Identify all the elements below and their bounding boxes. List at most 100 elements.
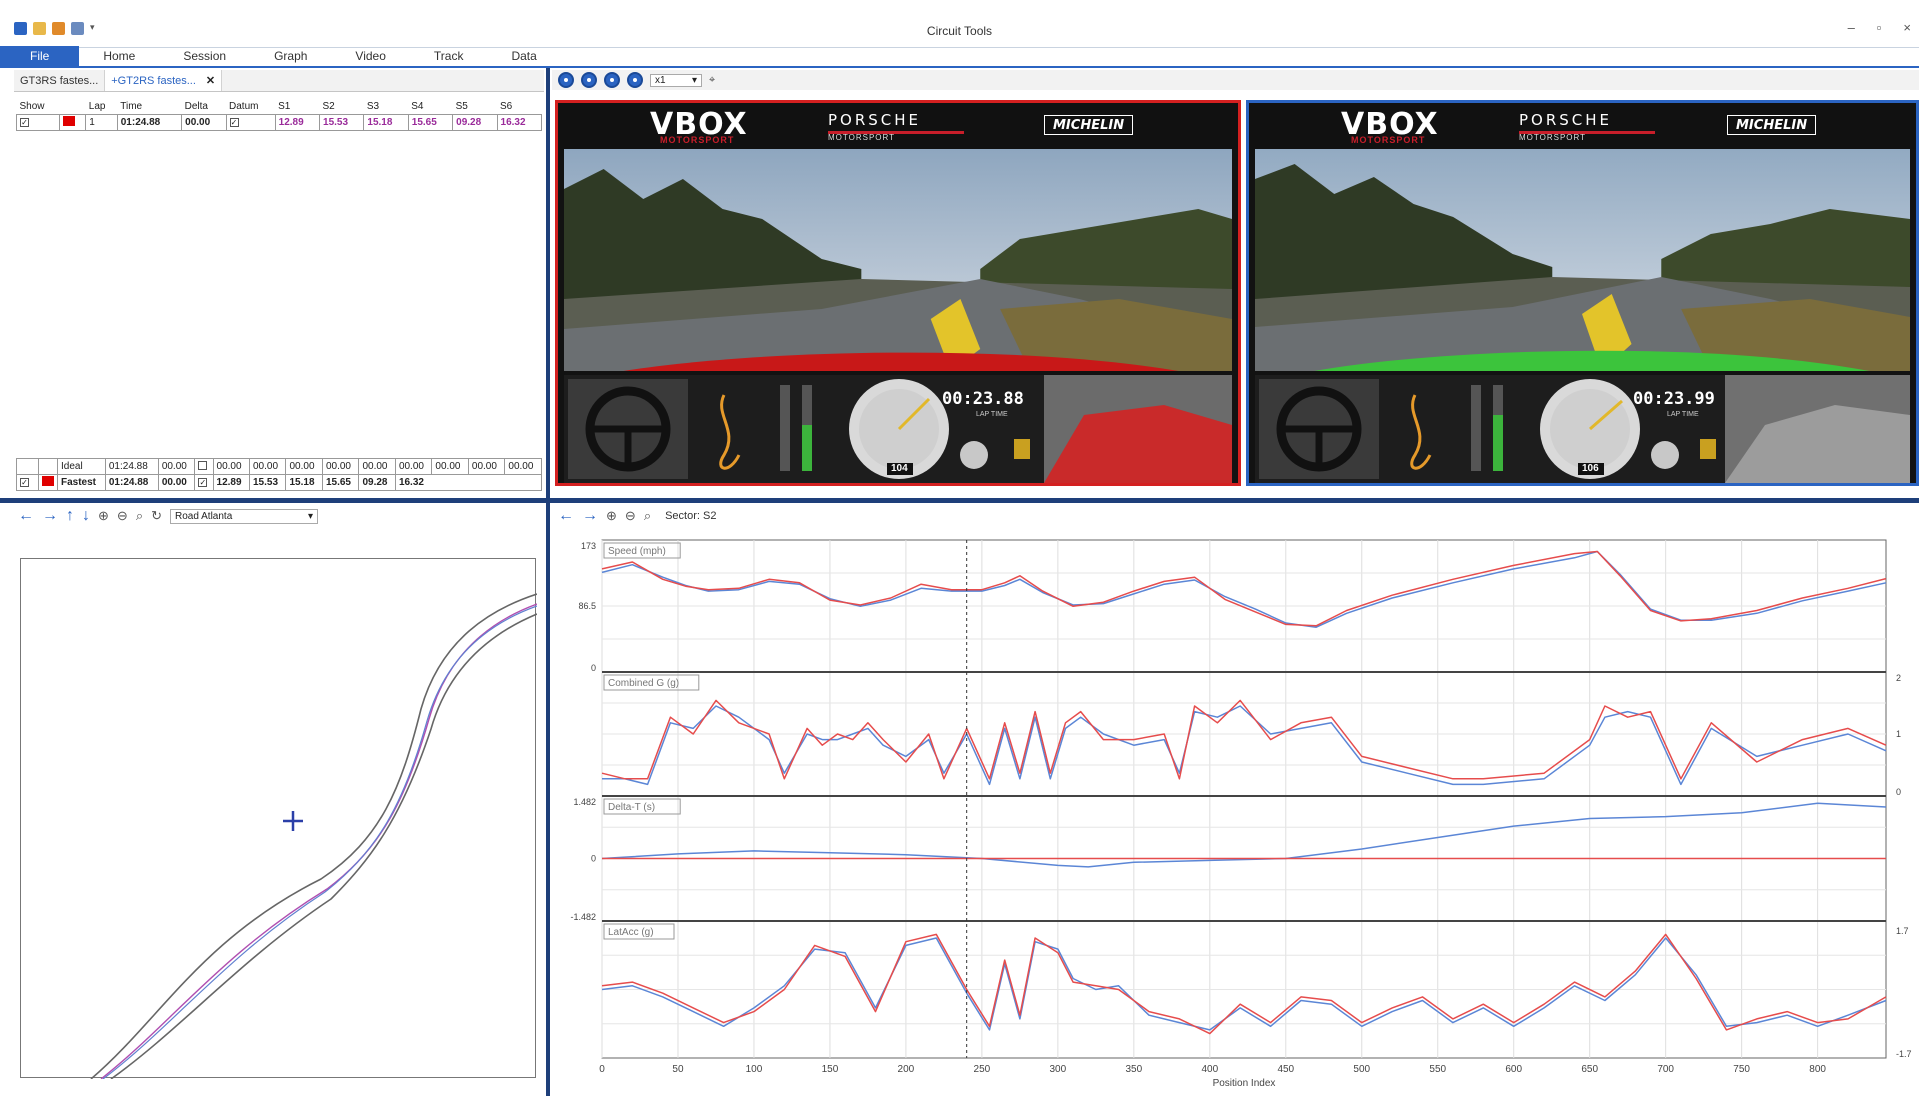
rewind-button[interactable]: [581, 72, 597, 88]
col-lap[interactable]: Lap: [88, 101, 106, 113]
s1-cell: 12.89: [212, 474, 251, 491]
window-controls: – ▫ ×: [1848, 20, 1911, 35]
y-tick-label: 0: [591, 854, 596, 864]
track-edge-inner: [110, 613, 538, 1080]
datum-checkbox[interactable]: ✓: [229, 117, 239, 127]
zoom-out-icon[interactable]: ⊖: [116, 508, 128, 523]
playback-speed-select[interactable]: x1 ▾: [650, 73, 702, 87]
close-button[interactable]: ×: [1903, 20, 1911, 35]
table-row[interactable]: ✓ 1 01:24.88 00.00 ✓ 12.89 15.53 15.18 1…: [16, 113, 543, 131]
pan-down-icon[interactable]: ↓: [82, 507, 90, 524]
pan-up-icon[interactable]: ↑: [66, 507, 74, 524]
x-tick-label: 0: [599, 1064, 605, 1075]
s4-cell: 15.65: [321, 474, 360, 491]
lap-color-swatch[interactable]: [62, 115, 75, 126]
col-s2[interactable]: S2: [322, 101, 335, 113]
x-tick-label: 700: [1657, 1064, 1674, 1075]
color-cell: [58, 113, 87, 131]
s5-cell: 09.28: [452, 113, 498, 131]
col-s5[interactable]: S5: [455, 101, 468, 113]
telemetry-gauges: [1259, 371, 1916, 483]
vbox-logo-sub: MOTORSPORT: [1351, 135, 1426, 145]
cursor-tool-icon[interactable]: ⌖: [709, 73, 716, 86]
s8-cell: 00.00: [467, 458, 506, 475]
col-delta[interactable]: Delta: [184, 101, 208, 113]
reset-view-icon[interactable]: ↻: [151, 508, 162, 523]
zoom-fit-icon[interactable]: ⌕: [643, 508, 652, 523]
window-title: Circuit Tools: [926, 24, 993, 38]
restore-button[interactable]: ▫: [1876, 20, 1882, 35]
tab-track[interactable]: Track: [433, 49, 464, 63]
vbox-logo: VBOX: [650, 107, 748, 142]
qat-dropdown-icon[interactable]: ▾: [90, 22, 95, 32]
pan-left-icon[interactable]: ←: [18, 507, 34, 524]
datum-checkbox[interactable]: [198, 460, 208, 470]
porsche-underline: [828, 131, 964, 134]
tab-home[interactable]: Home: [103, 49, 136, 63]
forward-button[interactable]: [627, 72, 643, 88]
app-icon[interactable]: [14, 22, 27, 35]
s6-cell: 16.32: [496, 113, 543, 131]
lap-cell: Ideal: [57, 458, 106, 475]
session-tab-gt2rs[interactable]: +GT2RS fastes... ✕: [105, 70, 223, 91]
s4-cell: 15.65: [407, 113, 454, 131]
vertical-splitter[interactable]: [546, 68, 550, 1096]
horizontal-splitter[interactable]: [0, 498, 1919, 503]
video-player-right[interactable]: VBOX MOTORSPORT PORSCHE MOTORSPORT MICHE…: [1246, 100, 1919, 486]
chevron-down-icon: ▾: [307, 510, 313, 522]
col-s3[interactable]: S3: [366, 101, 380, 113]
series-line-lap-b: [601, 550, 1887, 628]
y-tick-label: 86.5: [578, 601, 596, 611]
datum-cell: ✓: [225, 113, 276, 131]
pan-right-icon[interactable]: →: [582, 507, 598, 524]
y-tick-label-right: 0: [1896, 787, 1901, 797]
tab-file[interactable]: File: [0, 46, 80, 66]
panel-label-box: [603, 923, 675, 940]
position-cursor-icon[interactable]: [283, 811, 303, 831]
play-button[interactable]: [604, 72, 620, 88]
minimize-button[interactable]: –: [1847, 20, 1855, 35]
telemetry-graph[interactable]: 0 50 100 150 200 250 300 350 400 450 500 550 600 650 7…: [552, 528, 1919, 1096]
driven-line-lap-a: [100, 603, 538, 1080]
x-tick-label: 600: [1505, 1064, 1522, 1075]
lap-cell: 1: [85, 113, 118, 131]
s1-cell: 00.00: [212, 458, 251, 475]
playback-speed-value: x1: [655, 74, 666, 86]
col-s1[interactable]: S1: [278, 101, 291, 113]
zoom-in-icon[interactable]: ⊕: [606, 508, 617, 523]
settings-icon[interactable]: [71, 22, 84, 35]
tab-session[interactable]: Session: [183, 49, 227, 63]
x-tick-label: 400: [1201, 1064, 1218, 1075]
tab-data[interactable]: Data: [511, 49, 537, 63]
quick-access-toolbar: ▾: [14, 22, 95, 35]
show-cell: ✓: [16, 113, 60, 131]
zoom-in-icon[interactable]: ⊕: [98, 508, 109, 523]
pan-right-icon[interactable]: →: [42, 507, 58, 524]
fastest-row[interactable]: ✓ Fastest 01:24.88 00.00 ✓ 12.89 15.53 1…: [16, 474, 543, 491]
col-s6[interactable]: S6: [500, 101, 513, 113]
track-select[interactable]: Road Atlanta ▾: [170, 508, 318, 524]
show-checkbox[interactable]: ✓: [20, 117, 29, 127]
col-s4[interactable]: S4: [411, 101, 424, 113]
col-show[interactable]: Show: [19, 101, 45, 113]
video-player-left[interactable]: VBOX MOTORSPORT PORSCHE MOTORSPORT MICHE…: [555, 100, 1241, 486]
track-map[interactable]: [20, 558, 538, 1080]
skip-back-button[interactable]: [558, 72, 574, 88]
y-tick-label: 0: [591, 663, 596, 673]
pan-left-icon[interactable]: ←: [558, 507, 574, 524]
lap-time-readout: 00:23.99: [1633, 389, 1715, 409]
datum-checkbox[interactable]: ✓: [198, 478, 208, 487]
tab-graph[interactable]: Graph: [274, 49, 308, 63]
col-time[interactable]: Time: [120, 101, 143, 113]
zoom-fit-icon[interactable]: ⌕: [135, 508, 144, 523]
x-tick-label: 750: [1733, 1064, 1750, 1075]
col-datum[interactable]: Datum: [229, 101, 259, 113]
lap-color-swatch[interactable]: [42, 476, 54, 486]
open-folder-icon[interactable]: [33, 22, 46, 35]
zoom-out-icon[interactable]: ⊖: [624, 508, 636, 523]
show-checkbox[interactable]: ✓: [20, 478, 29, 487]
save-icon[interactable]: [52, 22, 65, 35]
close-tab-icon[interactable]: ✕: [205, 75, 216, 87]
tab-video[interactable]: Video: [355, 49, 386, 63]
session-tab-gt3rs[interactable]: GT3RS fastes...: [14, 70, 106, 91]
